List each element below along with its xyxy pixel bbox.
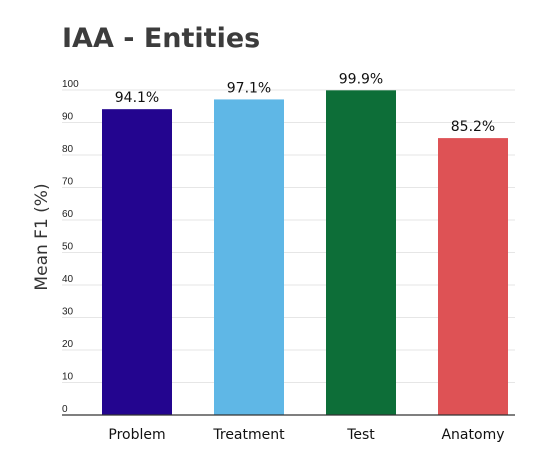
x-tick-label-treatment: Treatment [212,427,285,443]
data-labels: 94.1% 97.1% 99.9% 85.2% [115,71,495,135]
y-tick-label-40: 40 [62,274,74,285]
bars [102,90,508,416]
data-label-treatment: 97.1% [227,80,271,96]
y-tick-label-10: 10 [62,372,74,383]
y-tick-label-50: 50 [62,242,74,253]
y-tick-label-20: 20 [62,339,74,350]
data-label-test: 99.9% [339,71,383,87]
chart-title: IAA - Entities [62,23,260,54]
y-tick-label-90: 90 [62,112,74,123]
x-tick-label-problem: Problem [108,427,165,443]
y-tick-label-30: 30 [62,307,74,318]
y-axis-label: Mean F1 (%) [32,183,52,290]
x-tick-label-anatomy: Anatomy [441,427,504,443]
y-tick-label-70: 70 [62,177,74,188]
y-tick-label-60: 60 [62,209,74,220]
bar-test [326,90,396,415]
x-axis-ticks: Problem Treatment Test Anatomy [108,427,504,443]
y-tick-label-100: 100 [62,79,79,90]
y-axis-ticks: 0 10 20 30 40 50 60 70 80 90 100 [62,79,79,415]
bar-treatment [214,99,284,416]
y-tick-label-80: 80 [62,144,74,155]
bar-anatomy [438,138,508,415]
data-label-anatomy: 85.2% [451,119,495,135]
data-label-problem: 94.1% [115,90,159,106]
y-tick-label-0: 0 [62,404,68,415]
x-tick-label-test: Test [346,427,375,443]
bar-problem [102,109,172,416]
